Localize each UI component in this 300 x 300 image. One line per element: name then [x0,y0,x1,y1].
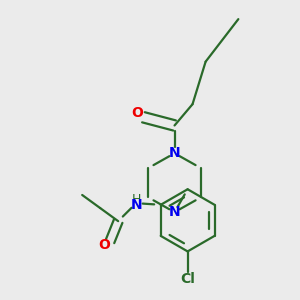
Text: N: N [169,146,180,160]
Text: H: H [131,193,141,206]
Text: O: O [98,238,110,252]
Text: O: O [131,106,143,120]
Text: N: N [130,198,142,212]
Text: N: N [169,205,180,219]
Text: Cl: Cl [180,272,195,286]
